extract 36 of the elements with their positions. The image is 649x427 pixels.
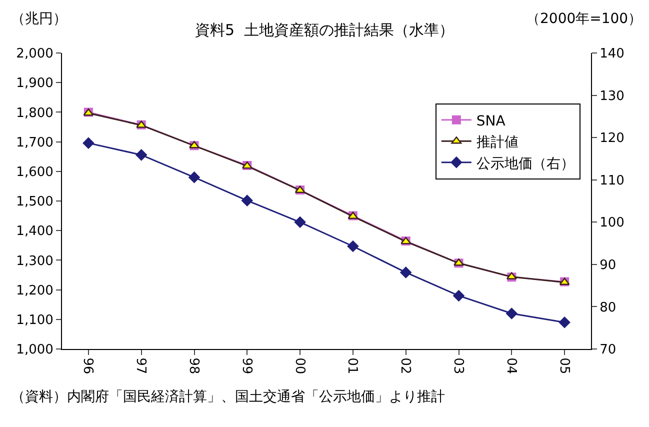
- y-tick-label: 1,000: [16, 342, 54, 358]
- x-tick-label: 98: [186, 358, 202, 374]
- y-tick-label: 2,000: [16, 46, 54, 62]
- x-tick-label: 97: [133, 358, 148, 374]
- y-tick-label: 1,700: [16, 135, 54, 150]
- x-tick-label: 96: [80, 358, 96, 374]
- y-tick-label: 1,500: [16, 194, 54, 210]
- y2-tick-label: 70: [600, 342, 616, 358]
- y2-tick-label: 90: [600, 258, 616, 273]
- y-tick-label: 1,600: [16, 164, 54, 180]
- x-tick-label: 04: [503, 358, 518, 374]
- legend-label: 推計値: [476, 134, 518, 151]
- y-tick-label: 1,100: [16, 312, 54, 328]
- y-tick-label: 1,800: [16, 106, 54, 121]
- y-tick-label: 1,900: [16, 76, 54, 92]
- y2-axis-title: （2000年=100）: [526, 11, 642, 27]
- legend-label: SNA: [476, 113, 506, 130]
- legend-label: 公示地価（右）: [476, 156, 574, 172]
- y-tick-label: 1,200: [16, 283, 54, 298]
- x-tick-label: 01: [344, 358, 360, 374]
- chart-title: 資料5 土地資産額の推計結果（水準）: [194, 21, 454, 40]
- y-tick-label: 1,400: [16, 224, 54, 240]
- y2-tick-label: 130: [600, 88, 624, 104]
- y-tick-label: 1,300: [16, 254, 54, 269]
- x-tick-label: 02: [398, 358, 413, 374]
- x-tick-label: 03: [450, 358, 466, 374]
- y2-tick-label: 120: [600, 131, 624, 146]
- x-tick-label: 00: [292, 358, 307, 374]
- x-tick-label: 99: [238, 358, 254, 374]
- y2-tick-label: 100: [600, 216, 624, 231]
- y-axis-title: （兆円）: [11, 11, 67, 27]
- y2-tick-label: 80: [600, 300, 616, 316]
- y2-tick-label: 110: [600, 173, 624, 188]
- y2-tick-label: 140: [600, 46, 624, 62]
- text: （資料）内閣府「国民経済計算」、国土交通省「公示地価」より推計: [11, 389, 445, 405]
- x-tick-label: 05: [556, 358, 572, 374]
